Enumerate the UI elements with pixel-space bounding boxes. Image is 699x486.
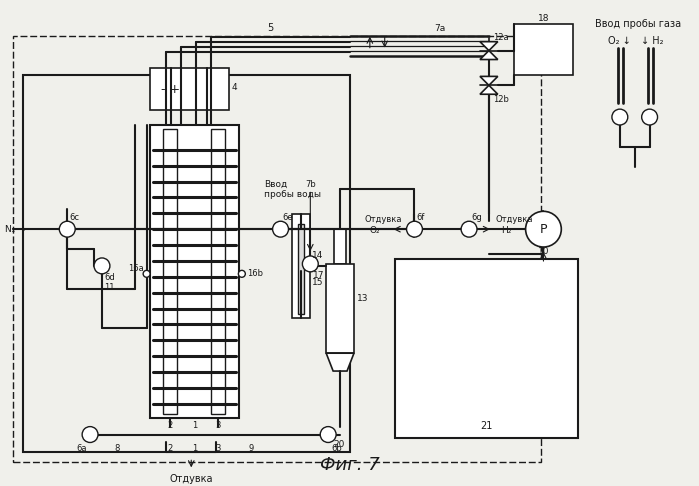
Bar (13, 35, 542, 462)
Text: 6d: 6d (104, 273, 115, 282)
Text: N₂ →: N₂ → (5, 225, 25, 234)
Polygon shape (480, 86, 498, 94)
Text: O₂: O₂ (370, 226, 380, 235)
Text: Ввод
пробы воды: Ввод пробы воды (264, 180, 321, 199)
Circle shape (642, 109, 658, 125)
Circle shape (59, 221, 75, 237)
Text: 16а: 16а (128, 264, 143, 273)
Circle shape (320, 427, 336, 442)
Text: 1: 1 (192, 421, 197, 430)
Text: 15: 15 (312, 278, 324, 287)
Text: Отдувка: Отдувка (170, 474, 213, 484)
Text: 6g: 6g (471, 213, 482, 222)
Text: 4: 4 (232, 83, 238, 92)
Circle shape (273, 221, 289, 237)
Text: 9: 9 (248, 444, 254, 453)
Bar (326, 264, 354, 353)
Text: Фиг. 7: Фиг. 7 (320, 456, 380, 474)
Polygon shape (326, 353, 354, 371)
Text: 5: 5 (268, 23, 274, 33)
Text: 3: 3 (215, 444, 221, 453)
Circle shape (94, 258, 110, 274)
Text: 6f: 6f (417, 213, 425, 222)
Text: 20: 20 (333, 440, 345, 449)
Bar (298, 224, 304, 313)
Text: 12b: 12b (493, 95, 509, 104)
Text: 8: 8 (114, 444, 120, 453)
Text: - +: - + (161, 83, 180, 96)
Text: 6b: 6b (331, 444, 342, 453)
Text: Отдувка: Отдувка (365, 215, 403, 224)
Text: Ввод пробы газа: Ввод пробы газа (595, 19, 681, 29)
Text: 6а: 6а (76, 444, 87, 453)
Bar (150, 69, 229, 110)
Polygon shape (480, 51, 498, 59)
Text: 14: 14 (312, 251, 324, 260)
Text: 7а: 7а (434, 24, 445, 33)
Circle shape (238, 270, 245, 278)
Circle shape (303, 256, 318, 272)
Bar (164, 129, 178, 414)
Text: 10: 10 (538, 246, 549, 256)
Text: 13: 13 (357, 294, 368, 303)
Bar (514, 24, 573, 75)
Bar (150, 125, 239, 417)
Text: ↓ Н₂: ↓ Н₂ (642, 35, 664, 46)
Text: 2: 2 (168, 421, 173, 430)
Circle shape (143, 270, 150, 278)
Text: 18: 18 (538, 15, 549, 23)
Text: Р: Р (540, 223, 547, 236)
Bar (334, 229, 346, 264)
Text: 1: 1 (192, 444, 197, 453)
Polygon shape (480, 76, 498, 86)
Polygon shape (480, 42, 498, 51)
Text: 3: 3 (215, 421, 221, 430)
Bar (292, 214, 310, 318)
Text: O₂ ↓: O₂ ↓ (608, 35, 631, 46)
Circle shape (461, 221, 477, 237)
Text: 12а: 12а (493, 33, 508, 42)
Text: 11: 11 (104, 283, 115, 292)
Text: 6е: 6е (282, 213, 293, 222)
Circle shape (612, 109, 628, 125)
Bar (395, 259, 578, 437)
Text: Н₂: Н₂ (500, 226, 511, 235)
Text: 6с: 6с (69, 213, 79, 222)
Text: 7b: 7b (305, 180, 316, 189)
Text: 17: 17 (313, 271, 325, 280)
Text: Отдувка: Отдувка (496, 215, 533, 224)
Circle shape (407, 221, 422, 237)
Text: 21: 21 (480, 420, 493, 431)
Text: 16b: 16b (247, 269, 263, 278)
Circle shape (82, 427, 98, 442)
Text: 2: 2 (168, 444, 173, 453)
Circle shape (526, 211, 561, 247)
Bar (211, 129, 225, 414)
Bar (22, 75, 350, 452)
